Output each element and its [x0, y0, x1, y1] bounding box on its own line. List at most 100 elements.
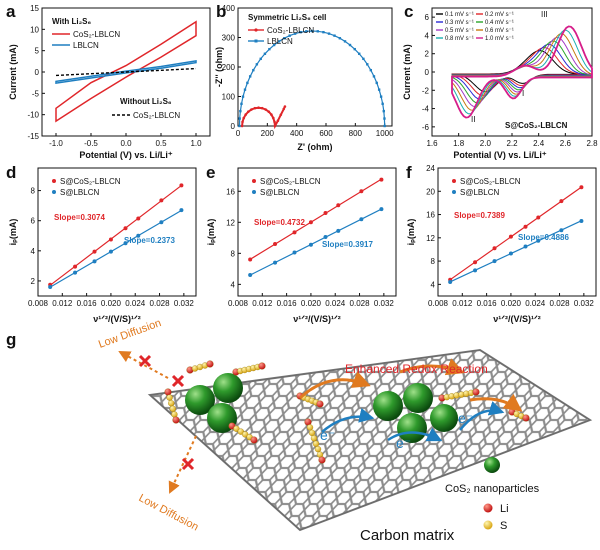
data-point-S@CoS₂-LBLCN [136, 216, 141, 221]
x-tick-label: -1.0 [49, 139, 63, 148]
panel-a-xlabel: Potential (V) vs. Li/Li⁺ [79, 150, 173, 160]
x-tick-label: 1.0 [190, 139, 202, 148]
y-tick-label: 4 [425, 31, 430, 40]
series-cos2-point [273, 120, 276, 124]
x-tick-label: 2.0 [480, 139, 492, 148]
series-LBLCN-loop [55, 60, 197, 84]
series-lblcn-point [293, 32, 297, 35]
x-tick-label: 0.028 [350, 299, 371, 308]
y-tick-label: 12 [226, 218, 235, 227]
y-tick-label: -4 [422, 105, 430, 114]
panel-e-slope-cos2: Slope=0.4732 [254, 218, 305, 227]
x-tick-label: 0.008 [428, 299, 449, 308]
panel-a-yticks: 15 10 5 0 -5 -10 -15 [27, 4, 45, 141]
panel-b-plot [238, 29, 386, 130]
legend-cos2-swatch [484, 457, 500, 473]
data-point-S@CoS₂-LBLCN [159, 198, 164, 203]
x-tick-label: 0.032 [574, 299, 595, 308]
series-lblcn-point [239, 109, 242, 113]
y-tick-label: -5 [32, 89, 40, 98]
legend-rate-label: 0.6 mV s⁻¹ [485, 28, 514, 34]
panel-d: d 0.008 0.012 0.016 0.020 0.024 0.028 0.032 2 4… [6, 163, 197, 324]
s-atom [312, 440, 320, 447]
series-lblcn-point [241, 95, 245, 98]
legend-s-label: S [500, 520, 507, 532]
data-point-S@LBLCN [179, 208, 184, 213]
panel-f-letter: f [406, 163, 412, 182]
x-tick-label: 0.028 [550, 299, 571, 308]
li-atom [522, 414, 530, 422]
series-lblcn-point [246, 81, 249, 85]
legend-rate-label: 0.5 mV s⁻¹ [445, 28, 474, 34]
y-tick-label: -2 [422, 86, 430, 95]
low-diffusion-bottom: Low Diffusion [137, 492, 201, 534]
data-point-S@LBLCN [336, 228, 341, 233]
data-point-S@CoS₂-LBLCN [379, 177, 384, 182]
panel-b-legend-cos2: CoS₂-LBLCN [267, 26, 314, 35]
panel-e-xlabel: ν¹ᐟ²/(V/S)¹ᐟ² [293, 314, 341, 324]
blocked-x-icon [138, 354, 195, 471]
panel-b-legend-title: Symmetric Li₂S₆ cell [248, 13, 326, 22]
panel-d-legend-lblcn: S@LBLCN [60, 188, 99, 197]
x-tick-label: 0.0 [120, 139, 132, 148]
y-tick-label: 400 [222, 4, 236, 13]
data-point-S@LBLCN [92, 259, 97, 264]
series-lblcn-point [377, 88, 381, 91]
series-cos2-point [282, 107, 286, 111]
s-atom [306, 424, 314, 431]
li-atom [172, 416, 180, 424]
panel-e-plot [248, 177, 384, 278]
panel-e: e 0.008 0.012 0.016 0.020 0.024 0.028 0.032 4 8… [206, 163, 397, 324]
panel-d-ylabel: iₚ(mA) [8, 219, 18, 246]
series-cos2-point [276, 119, 280, 122]
panel-e-letter: e [206, 163, 215, 182]
data-point-S@CoS₂-LBLCN [308, 220, 313, 225]
series-cos2-point [267, 110, 271, 114]
s-atom [310, 435, 318, 442]
panel-e-slope-lblcn: Slope=0.3917 [322, 240, 373, 249]
electron-arrow [321, 407, 375, 433]
x-tick-label: 0.016 [277, 299, 298, 308]
series-cos2-point [246, 110, 250, 114]
series-lblcn-point [372, 75, 376, 78]
panel-d-yticks: 2 4 6 8 [31, 187, 41, 286]
x-tick-label: 1.8 [453, 139, 465, 148]
s-atom [314, 445, 322, 453]
data-point-S@CoS₂-LBLCN [492, 246, 497, 251]
legend-rate-label: 0.4 mV s⁻¹ [485, 20, 514, 26]
series-without-li2s6 [55, 67, 197, 77]
data-point-S@LBLCN [492, 259, 497, 264]
cos2-particle [430, 404, 458, 432]
panel-d-plot [48, 183, 184, 289]
data-point-S@LBLCN [48, 284, 53, 289]
data-point-S@CoS₂-LBLCN [336, 203, 341, 208]
panel-f-ylabel: iₚ(mA) [406, 219, 416, 246]
legend-li-label: Li [500, 503, 509, 515]
y-tick-label: 8 [31, 187, 36, 196]
panel-c-xlabel: Potential (V) vs. Li/Li⁺ [453, 150, 547, 160]
diffusion-arrow [118, 351, 169, 379]
data-point-S@LBLCN [448, 280, 453, 285]
s-atom [166, 394, 173, 401]
series-lblcn-point [362, 57, 365, 61]
series-lblcn-point [252, 68, 255, 72]
data-point-S@CoS₂-LBLCN [508, 234, 513, 239]
series-cos2-point [283, 105, 287, 108]
series-lblcn-point [322, 30, 325, 34]
panel-a-legend-title: With Li₂S₆ [52, 17, 91, 26]
y-tick-label: 10 [30, 25, 39, 34]
panel-c-legend: 0.1 mV s⁻¹ 0.2 mV s⁻¹ 0.3 mV s⁻¹ 0.4 mV s⁻¹… [436, 12, 514, 42]
x-tick-label: 0 [236, 129, 241, 138]
panel-d-frame [37, 167, 197, 297]
series-lblcn-point [240, 102, 243, 106]
x-tick-label: -0.5 [84, 139, 98, 148]
diffusion-arrow [168, 435, 197, 494]
panel-f-frame [437, 167, 597, 297]
y-tick-label: 20 [426, 187, 435, 196]
y-tick-label: 100 [222, 93, 236, 102]
panel-f: f 0.008 0.012 0.016 0.020 0.024 0.028 0.032 4 8… [406, 163, 597, 324]
series-lblcn-point [369, 68, 373, 72]
series-lblcn-point [272, 43, 276, 47]
cos2-particle [185, 385, 215, 415]
x-tick-label: 0.008 [228, 299, 249, 308]
